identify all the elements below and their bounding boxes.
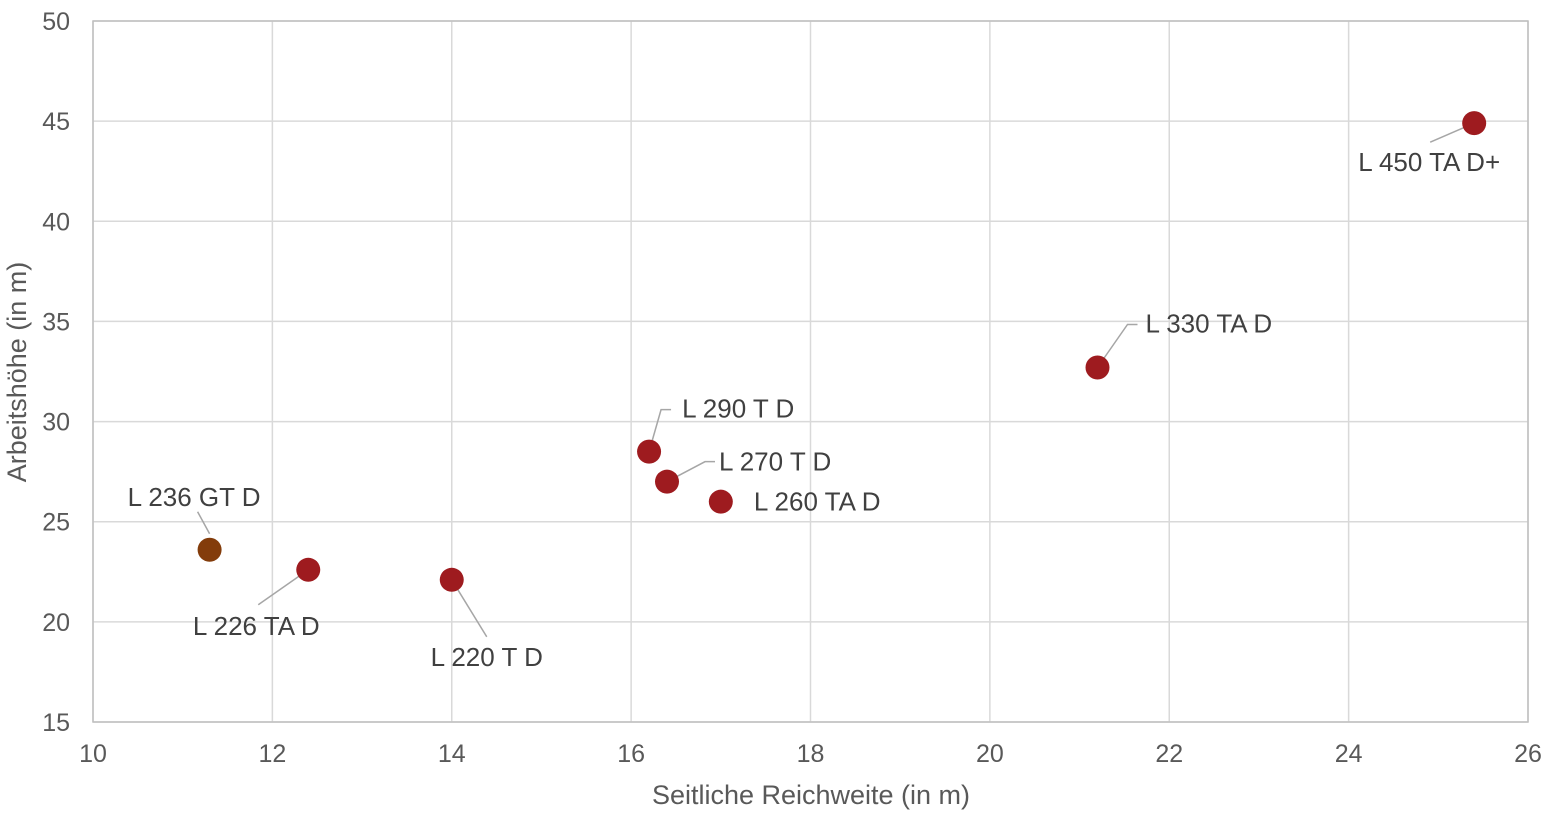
x-tick-label: 12 bbox=[258, 740, 286, 768]
point-label: L 260 TA D bbox=[754, 487, 881, 517]
x-tick-label: 22 bbox=[1155, 740, 1183, 768]
y-tick-label: 45 bbox=[42, 108, 70, 136]
scatter-point bbox=[197, 537, 222, 562]
y-tick-label: 25 bbox=[42, 509, 70, 537]
y-axis-title: Arbeitshöhe (in m) bbox=[2, 262, 32, 483]
scatter-point bbox=[708, 489, 733, 514]
y-tick-label: 35 bbox=[42, 308, 70, 336]
scatter-point bbox=[439, 567, 464, 592]
scatter-point bbox=[296, 557, 321, 582]
x-tick-label: 26 bbox=[1514, 740, 1542, 768]
point-labels: L 236 GT D L 226 TA D L 220 T D L 290 T D L … bbox=[128, 147, 1501, 672]
point-label: L 226 TA D bbox=[193, 611, 320, 641]
leader-line bbox=[196, 511, 211, 535]
x-tick-label: 24 bbox=[1335, 740, 1363, 768]
scatter-point bbox=[1085, 355, 1110, 380]
y-tick-label: 20 bbox=[42, 609, 70, 637]
leader-line bbox=[1096, 323, 1138, 368]
y-tick-label: 15 bbox=[42, 709, 70, 737]
y-tick-label: 40 bbox=[42, 208, 70, 236]
x-tick-label: 16 bbox=[617, 740, 645, 768]
scatter-point bbox=[637, 439, 662, 464]
point-label: L 236 GT D bbox=[128, 482, 261, 512]
x-tick-label: 20 bbox=[976, 740, 1004, 768]
x-tick-label: 10 bbox=[79, 740, 107, 768]
y-tick-label: 50 bbox=[42, 8, 70, 36]
leader-lines bbox=[196, 122, 1475, 638]
x-axis-ticks: 10 12 14 16 18 20 22 24 26 bbox=[79, 740, 1542, 768]
point-label: L 220 T D bbox=[431, 642, 543, 672]
x-tick-label: 14 bbox=[438, 740, 466, 768]
data-points bbox=[197, 111, 1487, 592]
scatter-point bbox=[1462, 111, 1487, 136]
y-axis-ticks: 15 20 25 30 35 40 45 50 bbox=[42, 8, 70, 737]
x-axis-title: Seitliche Reichweite (in m) bbox=[652, 780, 970, 810]
plot-area-frame bbox=[92, 20, 1529, 723]
y-tick-label: 30 bbox=[42, 409, 70, 437]
scatter-point bbox=[655, 469, 679, 494]
point-label: L 330 TA D bbox=[1146, 308, 1273, 338]
leader-line bbox=[666, 460, 715, 483]
leader-line bbox=[648, 408, 672, 452]
x-tick-label: 18 bbox=[797, 740, 825, 768]
point-label: L 270 T D bbox=[719, 447, 831, 477]
point-label: L 290 T D bbox=[682, 394, 794, 424]
point-label: L 450 TA D+ bbox=[1358, 147, 1500, 177]
